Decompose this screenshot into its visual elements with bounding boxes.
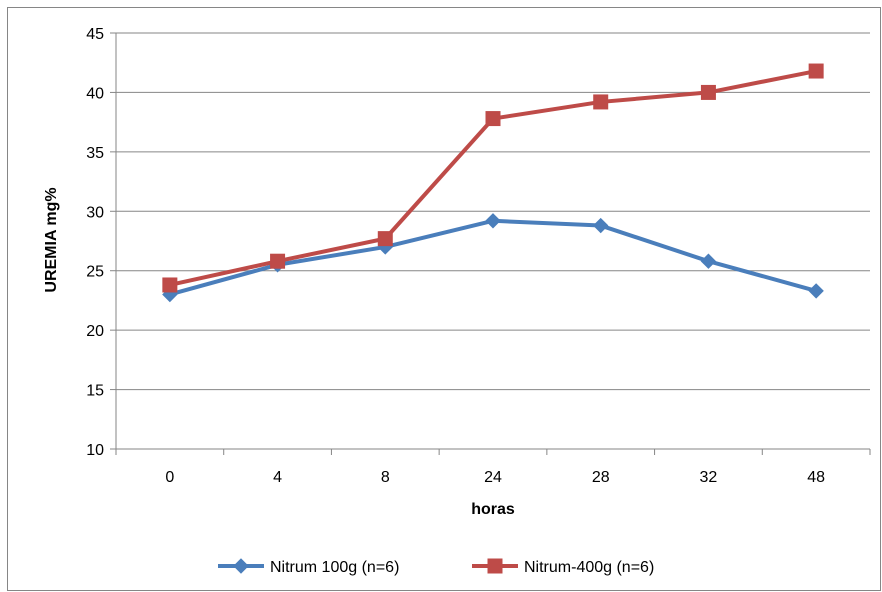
y-tick-label: 35 [86, 145, 104, 162]
x-tick-label: 0 [165, 469, 174, 486]
data-point [485, 111, 501, 127]
data-point [593, 94, 609, 110]
series-line [169, 69, 817, 287]
series-group [162, 63, 824, 303]
x-tick-label: 8 [381, 469, 390, 486]
y-axis-title: UREMIA mg% [43, 187, 60, 292]
legend-marker [487, 558, 503, 574]
series-2 [162, 63, 824, 293]
y-tick-label: 10 [86, 442, 104, 459]
legend-item: Nitrum 100g (n=6) [218, 558, 399, 576]
y-tick-label: 20 [86, 323, 104, 340]
y-tick-label: 40 [86, 85, 104, 102]
data-point [808, 283, 824, 299]
series-1 [162, 213, 824, 303]
data-point [700, 84, 716, 100]
data-point [700, 253, 717, 269]
data-point [270, 253, 286, 269]
x-tick-label: 48 [807, 469, 825, 486]
x-axis-title: horas [471, 501, 515, 518]
y-tick-label: 30 [86, 204, 104, 221]
series-line [169, 218, 817, 297]
y-tick-label: 25 [86, 264, 104, 281]
x-tick-label: 4 [273, 469, 282, 486]
legend-marker [233, 558, 249, 574]
legend: Nitrum 100g (n=6) Nitrum-400g (n=6) [218, 558, 654, 576]
data-point [377, 231, 393, 247]
x-tick-label: 24 [484, 469, 502, 486]
x-tick-labels: 0 4 8 24 28 32 48 [115, 449, 871, 486]
axes [115, 33, 870, 450]
chart-frame [7, 7, 881, 591]
data-point [485, 213, 501, 229]
data-point [593, 217, 609, 234]
data-point [808, 63, 824, 79]
legend-label: Nitrum-400g (n=6) [524, 559, 654, 576]
y-tick-label: 15 [86, 383, 104, 400]
y-tick-label: 45 [86, 26, 104, 43]
y-tick-labels: 10 15 20 25 30 35 40 45 [86, 26, 116, 459]
gridlines [116, 32, 870, 391]
x-tick-label: 32 [700, 469, 718, 486]
legend-label: Nitrum 100g (n=6) [270, 559, 399, 576]
x-tick-label: 28 [592, 469, 610, 486]
data-point [162, 277, 178, 293]
legend-item: Nitrum-400g (n=6) [472, 558, 654, 576]
